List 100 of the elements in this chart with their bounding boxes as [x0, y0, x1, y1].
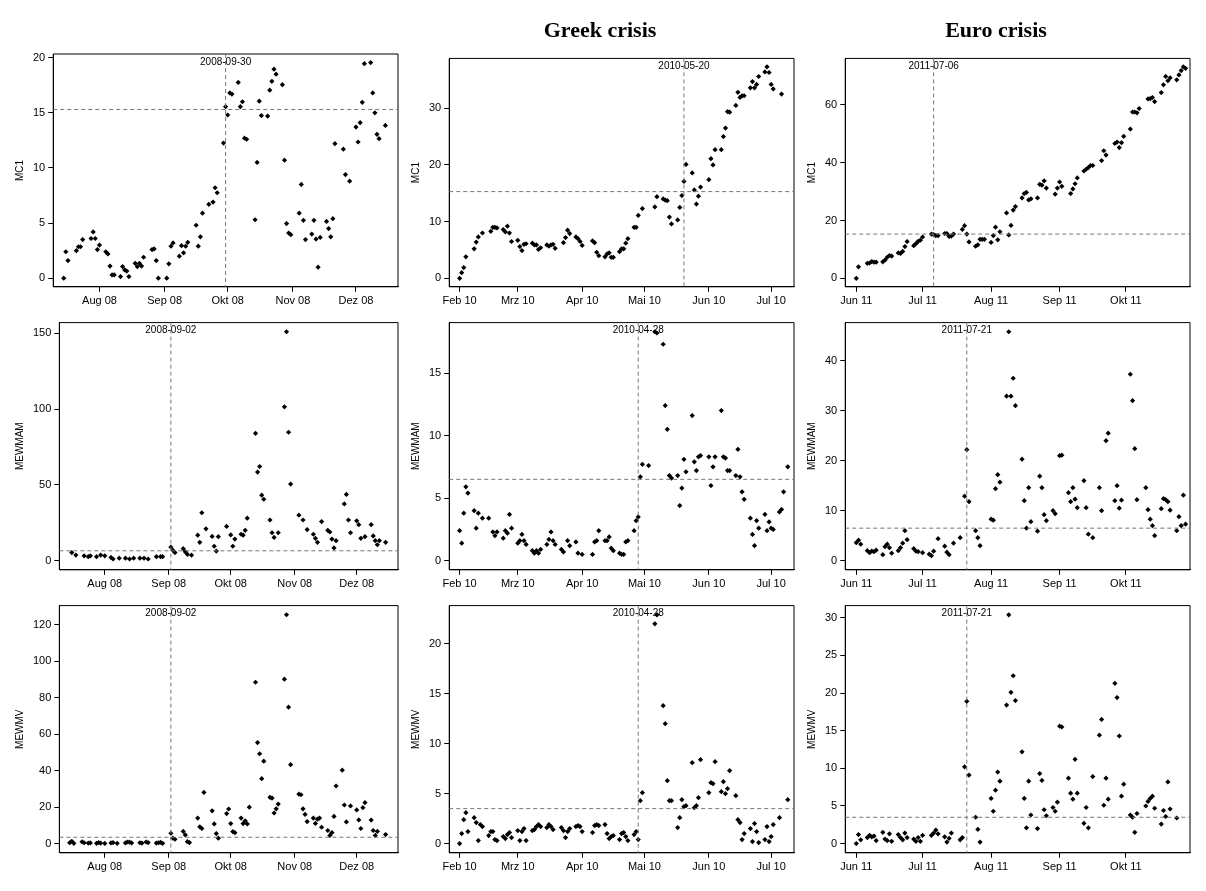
y-tick-label: 20 [428, 157, 442, 170]
y-tick-label: 0 [45, 553, 52, 566]
y-tick-label: 0 [45, 836, 52, 849]
x-tick-label: Okt 11 [1110, 860, 1142, 873]
x-tick-label: Jul 10 [756, 294, 786, 307]
y-tick-label: 15 [428, 686, 442, 699]
ref-line-label: 2008-09-02 [145, 324, 197, 336]
y-tick-label: 120 [32, 617, 52, 630]
y-axis-title: MEWMAM [805, 422, 817, 471]
ref-line-label: 2011-07-21 [941, 607, 993, 619]
x-tick-label: Feb 10 [442, 577, 477, 590]
y-tick-label: 25 [824, 648, 838, 661]
x-tick-label: Aug 11 [974, 294, 1009, 307]
y-tick-label: 50 [39, 477, 52, 490]
y-tick-label: 5 [831, 799, 838, 812]
y-tick-label: 15 [428, 366, 442, 379]
y-axis-title: MEWMV [805, 709, 817, 749]
x-tick-label: Sep 11 [1042, 294, 1077, 307]
x-tick-label: Jul 11 [908, 577, 937, 590]
x-tick-label: Sep 08 [151, 577, 187, 590]
y-tick-label: 20 [824, 453, 838, 466]
y-tick-label: 10 [32, 160, 46, 173]
x-tick-label: Dez 08 [338, 294, 374, 307]
y-tick-label: 0 [831, 271, 838, 284]
y-tick-label: 60 [824, 97, 838, 110]
x-tick-label: Sep 11 [1042, 577, 1077, 590]
x-tick-label: Dez 08 [339, 860, 375, 873]
ref-line-label: 2011-07-21 [941, 324, 993, 336]
y-tick-label: 20 [32, 50, 46, 63]
chart-title: Euro crisis [945, 16, 1048, 42]
x-tick-label: Feb 10 [442, 860, 477, 873]
y-tick-label: 30 [824, 403, 838, 416]
y-tick-label: 10 [824, 503, 838, 516]
x-tick-label: Jul 11 [908, 294, 937, 307]
y-tick-label: 5 [39, 216, 46, 229]
y-tick-label: 150 [32, 326, 52, 339]
y-tick-label: 10 [824, 761, 838, 774]
ref-line-label: 2011-07-06 [908, 60, 960, 72]
x-tick-label: Okt 11 [1110, 294, 1142, 307]
x-tick-label: Apr 10 [565, 577, 599, 590]
ref-line-label: 2010-05-20 [658, 60, 710, 72]
y-tick-label: 10 [428, 214, 442, 227]
y-tick-label: 0 [831, 553, 838, 566]
y-tick-label: 100 [32, 402, 52, 415]
x-tick-label: Nov 08 [277, 860, 313, 873]
x-tick-label: Nov 08 [275, 294, 311, 307]
y-tick-label: 40 [824, 155, 838, 168]
x-tick-label: Mrz 10 [500, 860, 535, 873]
x-tick-label: Nov 08 [277, 577, 313, 590]
x-tick-label: Okt 08 [214, 577, 247, 590]
ref-line-label: 2008-09-30 [200, 55, 252, 67]
y-tick-label: 60 [39, 727, 52, 740]
y-axis-title: MEWMAM [13, 422, 25, 471]
y-tick-label: 40 [824, 353, 838, 366]
x-tick-label: Sep 11 [1042, 860, 1077, 873]
x-tick-label: Aug 11 [974, 860, 1009, 873]
x-tick-label: Sep 08 [151, 860, 187, 873]
y-tick-label: 20 [39, 800, 52, 813]
y-tick-label: 30 [428, 101, 442, 114]
y-tick-label: 20 [824, 213, 838, 226]
x-tick-label: Jun 10 [692, 860, 726, 873]
chart-title: Greek crisis [543, 16, 657, 42]
x-tick-label: Jul 10 [756, 577, 786, 590]
x-tick-label: Apr 10 [565, 860, 599, 873]
y-tick-label: 15 [824, 723, 838, 736]
x-tick-label: Feb 10 [442, 294, 477, 307]
x-tick-label: Jun 11 [840, 294, 873, 307]
x-tick-label: Jun 11 [840, 860, 873, 873]
y-axis-title: MEWMV [409, 709, 421, 749]
x-tick-label: Mai 10 [627, 294, 661, 307]
y-tick-label: 40 [39, 763, 52, 776]
y-axis-title: MEWMV [13, 709, 25, 749]
y-tick-label: 80 [39, 690, 52, 703]
x-tick-label: Mai 10 [627, 860, 661, 873]
x-tick-label: Jun 10 [692, 577, 726, 590]
y-tick-label: 5 [435, 786, 442, 799]
x-tick-label: Aug 11 [974, 577, 1009, 590]
ref-line-label: 2010-04-28 [612, 324, 665, 336]
y-axis-title: MC1 [805, 161, 817, 184]
x-tick-label: Jul 11 [908, 860, 937, 873]
x-tick-label: Jun 11 [840, 577, 873, 590]
y-axis-title: MC1 [409, 161, 421, 184]
x-tick-label: Okt 08 [211, 294, 244, 307]
y-tick-label: 20 [824, 686, 838, 699]
y-tick-label: 5 [435, 491, 442, 504]
y-tick-label: 0 [435, 553, 442, 566]
y-tick-label: 10 [428, 428, 442, 441]
x-tick-label: Dez 08 [339, 577, 375, 590]
y-tick-label: 0 [435, 836, 442, 849]
y-tick-label: 20 [428, 636, 442, 649]
y-tick-label: 15 [32, 105, 46, 118]
x-tick-label: Okt 08 [214, 860, 247, 873]
x-tick-label: Aug 08 [87, 577, 123, 590]
x-tick-label: Mai 10 [627, 577, 661, 590]
x-tick-label: Mrz 10 [500, 294, 535, 307]
x-tick-label: Okt 11 [1110, 577, 1142, 590]
y-axis-title: MEWMAM [409, 422, 421, 471]
x-tick-label: Jun 10 [692, 294, 726, 307]
y-tick-label: 30 [824, 610, 838, 623]
ref-line-label: 2008-09-02 [145, 607, 197, 619]
